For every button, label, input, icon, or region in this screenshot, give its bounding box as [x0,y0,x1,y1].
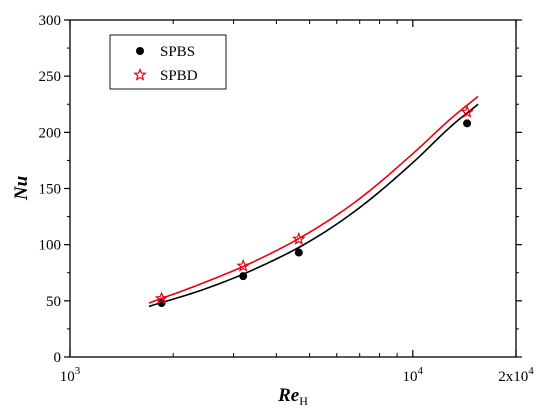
legend-star-shape [133,67,147,81]
fit-line-spbd [148,95,479,304]
x-axis-title-subscript: H [299,394,308,408]
x-tick-label: 2x104 [498,365,534,385]
fit-line-spbs [148,103,479,308]
x-axis-title: ReH [277,385,308,408]
y-axis-title: Nu [11,176,32,201]
x-axis-title-main: Re [277,385,300,406]
legend-box [109,34,227,90]
y-tick-label: 0 [54,350,62,366]
x-tick-label: 104 [403,365,424,385]
point-spbs [463,119,472,128]
y-axis-ticks: 0 50 100 150 200 250 300 [39,13,522,366]
point-spbd [154,291,169,305]
legend-marker-spbs [136,47,144,55]
y-tick-label: 150 [39,182,62,198]
fit-lines [148,95,479,308]
y-tick-label: 100 [39,238,62,254]
x-tick-label: 103 [60,365,81,385]
legend: SPBS SPBD [109,34,227,90]
point-spbd [292,231,306,245]
legend-marker-spbd [133,67,147,81]
legend-label-spbd: SPBD [160,68,198,84]
x-axis-ticks: 103 104 2x104 [60,20,534,385]
y-tick-label: 250 [39,69,62,85]
point-spbd [460,104,474,118]
point-spbs [157,299,166,308]
y-tick-label: 200 [39,125,62,141]
point-spbd [236,258,250,272]
y-tick-label: 50 [46,294,61,310]
data-points [154,104,474,308]
legend-label-spbs: SPBS [160,44,195,60]
point-spbs [239,272,248,281]
y-tick-label: 300 [39,13,62,29]
point-spbs [294,248,303,257]
